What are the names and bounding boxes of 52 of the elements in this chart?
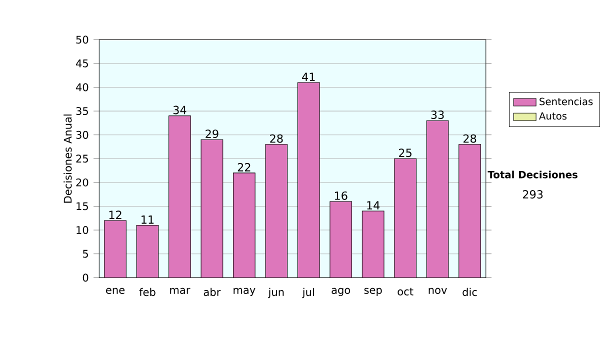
bar [362,210,384,278]
y-axis-title: Decisiones Anual [64,114,72,203]
x-tick-label: feb [139,288,156,296]
bar [426,120,448,278]
bar [330,201,352,278]
data-label: 12 [109,210,122,219]
data-label: 25 [399,148,412,158]
y-tick-label: 10 [76,226,88,234]
y-tick-label: 0 [82,274,88,282]
data-label: 14 [367,201,380,210]
bar [298,82,320,278]
y-tick-label: 25 [76,154,88,163]
text: Total Decisiones [488,170,578,178]
bar [394,158,416,278]
x-tick-label: dic [462,288,477,296]
x-tick-label: ago [332,288,350,296]
x-tick-label: may [234,288,256,296]
bar [233,172,256,278]
data-label: 28 [463,134,476,143]
legend-label: Autos [539,112,567,120]
bar [136,225,158,278]
y-tick-label: 15 [76,202,88,210]
y-tick-label: 5 [82,250,88,258]
y-tick-label: 45 [76,59,88,68]
data-label: 16 [334,191,348,200]
bar [201,140,223,278]
y-tick-label: 20 [76,178,88,186]
text: 293 [522,190,543,199]
data-label: 28 [270,134,283,143]
y-tick-label: 35 [76,107,88,115]
x-tick-label: jul [302,288,314,298]
legend-label: Sentencias [540,97,593,106]
x-tick-label: mar [170,288,190,294]
data-label: 29 [206,130,218,138]
x-tick-label: ene [106,288,125,294]
data-label: 22 [238,162,250,172]
bar [168,116,191,278]
data-label: 33 [431,110,444,119]
data-label: 34 [173,106,186,114]
data-label: 41 [302,72,315,81]
y-tick-label: 30 [76,130,88,139]
bar [266,144,288,278]
x-tick-label: abr [204,288,221,296]
x-tick-label: sep [364,288,382,296]
bar [458,144,481,278]
y-tick-label: 40 [76,83,88,92]
y-tick-label: 50 [76,36,88,44]
data-label: 11 [142,215,154,224]
x-tick-label: nov [428,288,447,294]
x-tick-label: oct [398,288,414,296]
x-tick-label: jun [268,288,284,298]
bar [104,220,126,278]
